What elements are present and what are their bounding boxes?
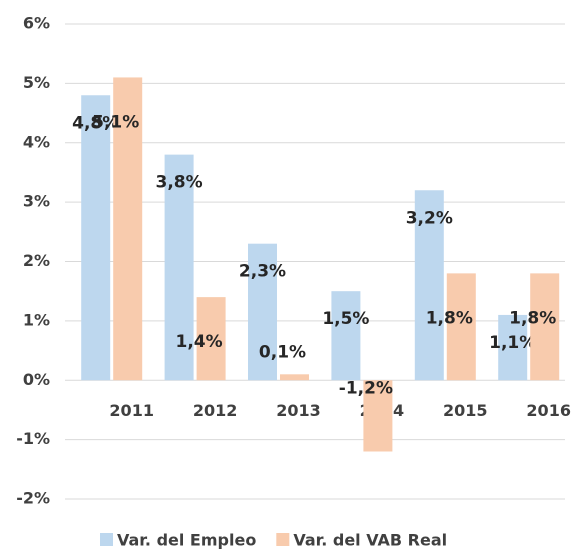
data-label: 5,1%: [92, 112, 139, 132]
legend-swatch: [100, 533, 113, 546]
bar: [164, 154, 194, 381]
x-tick-label: 2016: [526, 401, 571, 420]
legend-swatch: [276, 533, 290, 546]
data-label: 1,1%: [489, 333, 536, 353]
y-tick-label: -2%: [16, 489, 50, 508]
bar: [248, 243, 277, 381]
data-label: 1,4%: [176, 332, 223, 352]
bar: [81, 95, 111, 381]
bar: [113, 77, 143, 381]
data-label: 3,8%: [156, 173, 203, 193]
x-tick-label: 2012: [193, 401, 238, 420]
data-label: -1,2%: [339, 378, 393, 398]
bar: [363, 380, 393, 452]
y-tick-label: 1%: [23, 310, 50, 329]
data-label: 2,3%: [239, 262, 286, 282]
legend-label: Var. del Empleo: [117, 531, 256, 550]
y-tick-label: 2%: [23, 251, 50, 270]
data-label: 3,2%: [406, 208, 453, 228]
y-tick-label: 3%: [23, 192, 50, 211]
bar: [498, 314, 528, 381]
y-tick-label: -1%: [16, 429, 50, 448]
bar: [331, 291, 361, 381]
legend-label: Var. del VAB Real: [293, 531, 447, 550]
data-label: 1,8%: [509, 308, 556, 328]
bar: [196, 297, 226, 381]
bar: [530, 273, 560, 381]
x-tick-label: 2011: [109, 401, 154, 420]
bar: [414, 190, 444, 381]
data-label: 4,8%: [72, 113, 119, 133]
data-label: 1,5%: [322, 309, 369, 329]
y-tick-label: 5%: [23, 73, 50, 92]
x-tick-label: 2013: [276, 401, 321, 420]
x-tick-label: 2015: [443, 401, 488, 420]
y-tick-label: 6%: [23, 14, 50, 33]
y-tick-label: 0%: [23, 370, 50, 389]
data-label: 0,1%: [259, 342, 306, 362]
data-label: 1,8%: [426, 308, 473, 328]
bar: [280, 374, 309, 381]
y-tick-label: 4%: [23, 132, 50, 151]
bar: [446, 273, 476, 381]
